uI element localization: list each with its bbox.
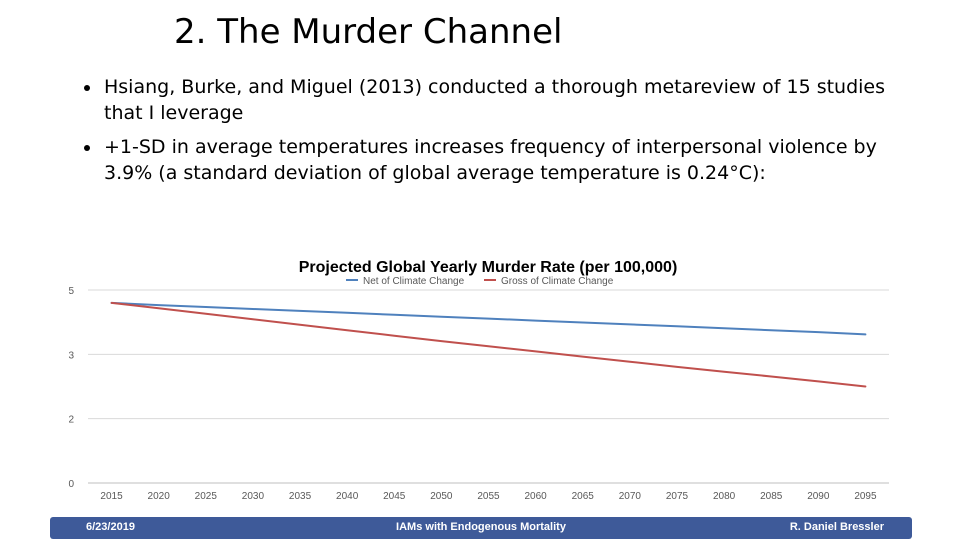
x-axis: 2015 2020 2025 2030 2035 2040 2045 2050 2055 2060…: [100, 491, 877, 502]
x-tick-label: 2065: [572, 491, 595, 502]
chart-series: [110, 301, 867, 388]
x-tick-label: 2080: [713, 491, 736, 502]
x-tick-label: 2090: [807, 491, 830, 502]
legend-label: Net of Climate Change: [363, 276, 465, 287]
bullet-text: Hsiang, Burke, and Miguel (2013) conduct…: [104, 76, 886, 124]
x-tick-label: 2020: [148, 491, 171, 502]
bullet-text: +1-SD in average temperatures increases …: [104, 136, 877, 184]
series-line: [110, 301, 867, 336]
x-tick-label: 2050: [430, 491, 453, 502]
x-tick-label: 2030: [242, 491, 265, 502]
series-line: [110, 301, 867, 388]
y-tick-label: 6: [68, 0, 74, 3]
bullet-item: Hsiang, Burke, and Miguel (2013) conduct…: [82, 74, 912, 126]
y-axis: 0 2 3 5 6: [68, 0, 74, 490]
x-tick-label: 2070: [619, 491, 642, 502]
bullet-dot-icon: [84, 145, 90, 151]
x-tick-label: 2025: [195, 491, 218, 502]
chart-grid: [88, 289, 889, 484]
x-tick-label: 2045: [383, 491, 406, 502]
chart-title: Projected Global Yearly Murder Rate (per…: [299, 259, 678, 276]
x-tick-label: 2095: [854, 491, 877, 502]
line-chart: Projected Global Yearly Murder Rate (per…: [68, 0, 889, 502]
legend-label: Gross of Climate Change: [501, 276, 614, 287]
slide-title: 2. The Murder Channel: [174, 12, 563, 52]
bullet-dot-icon: [84, 85, 90, 91]
x-tick-label: 2035: [289, 491, 312, 502]
x-tick-label: 2085: [760, 491, 783, 502]
y-tick-label: 3: [68, 350, 74, 361]
footer-bar: 6/23/2019 IAMs with Endogenous Mortality…: [50, 517, 912, 539]
chart-legend: Net of Climate Change Gross of Climate Ch…: [346, 276, 614, 287]
x-tick-label: 2040: [336, 491, 359, 502]
x-tick-label: 2055: [477, 491, 500, 502]
bullet-item: +1-SD in average temperatures increases …: [82, 134, 912, 186]
x-tick-label: 2075: [666, 491, 689, 502]
footer-author: R. Daniel Bressler: [789, 521, 884, 533]
footer-date: 6/23/2019: [86, 521, 135, 533]
footer-title: IAMs with Endogenous Mortality: [396, 521, 566, 533]
bullet-list: Hsiang, Burke, and Miguel (2013) conduct…: [82, 74, 912, 194]
y-tick-label: 0: [68, 479, 74, 490]
y-tick-label: 5: [68, 286, 74, 297]
x-tick-label: 2015: [100, 491, 123, 502]
y-tick-label: 2: [68, 415, 74, 426]
x-tick-label: 2060: [524, 491, 547, 502]
